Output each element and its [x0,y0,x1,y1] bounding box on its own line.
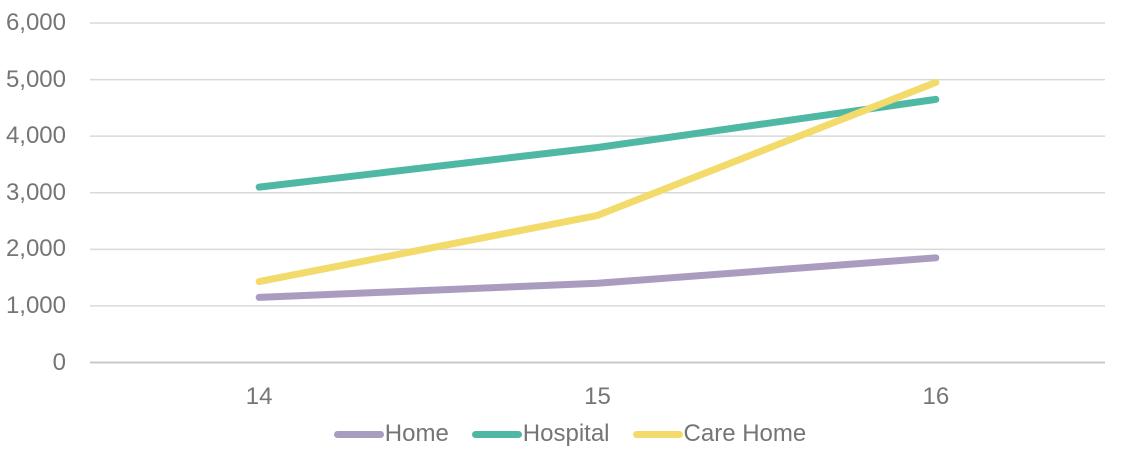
legend-item-care-home[interactable]: Care Home [632,420,807,447]
care-home-series-swatch [632,430,683,438]
legend-label-care-home: Care Home [683,420,807,447]
legend-item-home[interactable]: Home [333,420,449,447]
x-tick-label: 14 [245,383,273,410]
y-tick-label: 3,000 [5,178,66,206]
legend-label-home: Home [384,420,449,447]
care-home-series-line[interactable] [255,78,940,286]
y-tick-label: 5,000 [5,65,66,93]
x-tick-label: 16 [922,383,950,410]
y-tick-label: 2,000 [5,235,66,263]
hospital-series-line[interactable] [255,95,940,191]
legend-item-hospital[interactable]: Hospital [471,420,610,447]
y-tick-label: 6,000 [5,9,66,36]
legend-label-hospital: Hospital [522,420,610,447]
x-tick-label: 15 [584,383,611,410]
y-tick-label: 4,000 [5,122,66,150]
y-tick-label: 1,000 [5,291,66,319]
hospital-series-swatch [471,430,522,438]
y-tick-label: 0 [52,348,66,376]
series-lines [255,78,940,301]
home-series-swatch [333,430,384,438]
home-series-line[interactable] [255,254,940,301]
gridlines [90,22,1105,364]
chart-legend: Home Hospital Care Home [0,420,1140,448]
